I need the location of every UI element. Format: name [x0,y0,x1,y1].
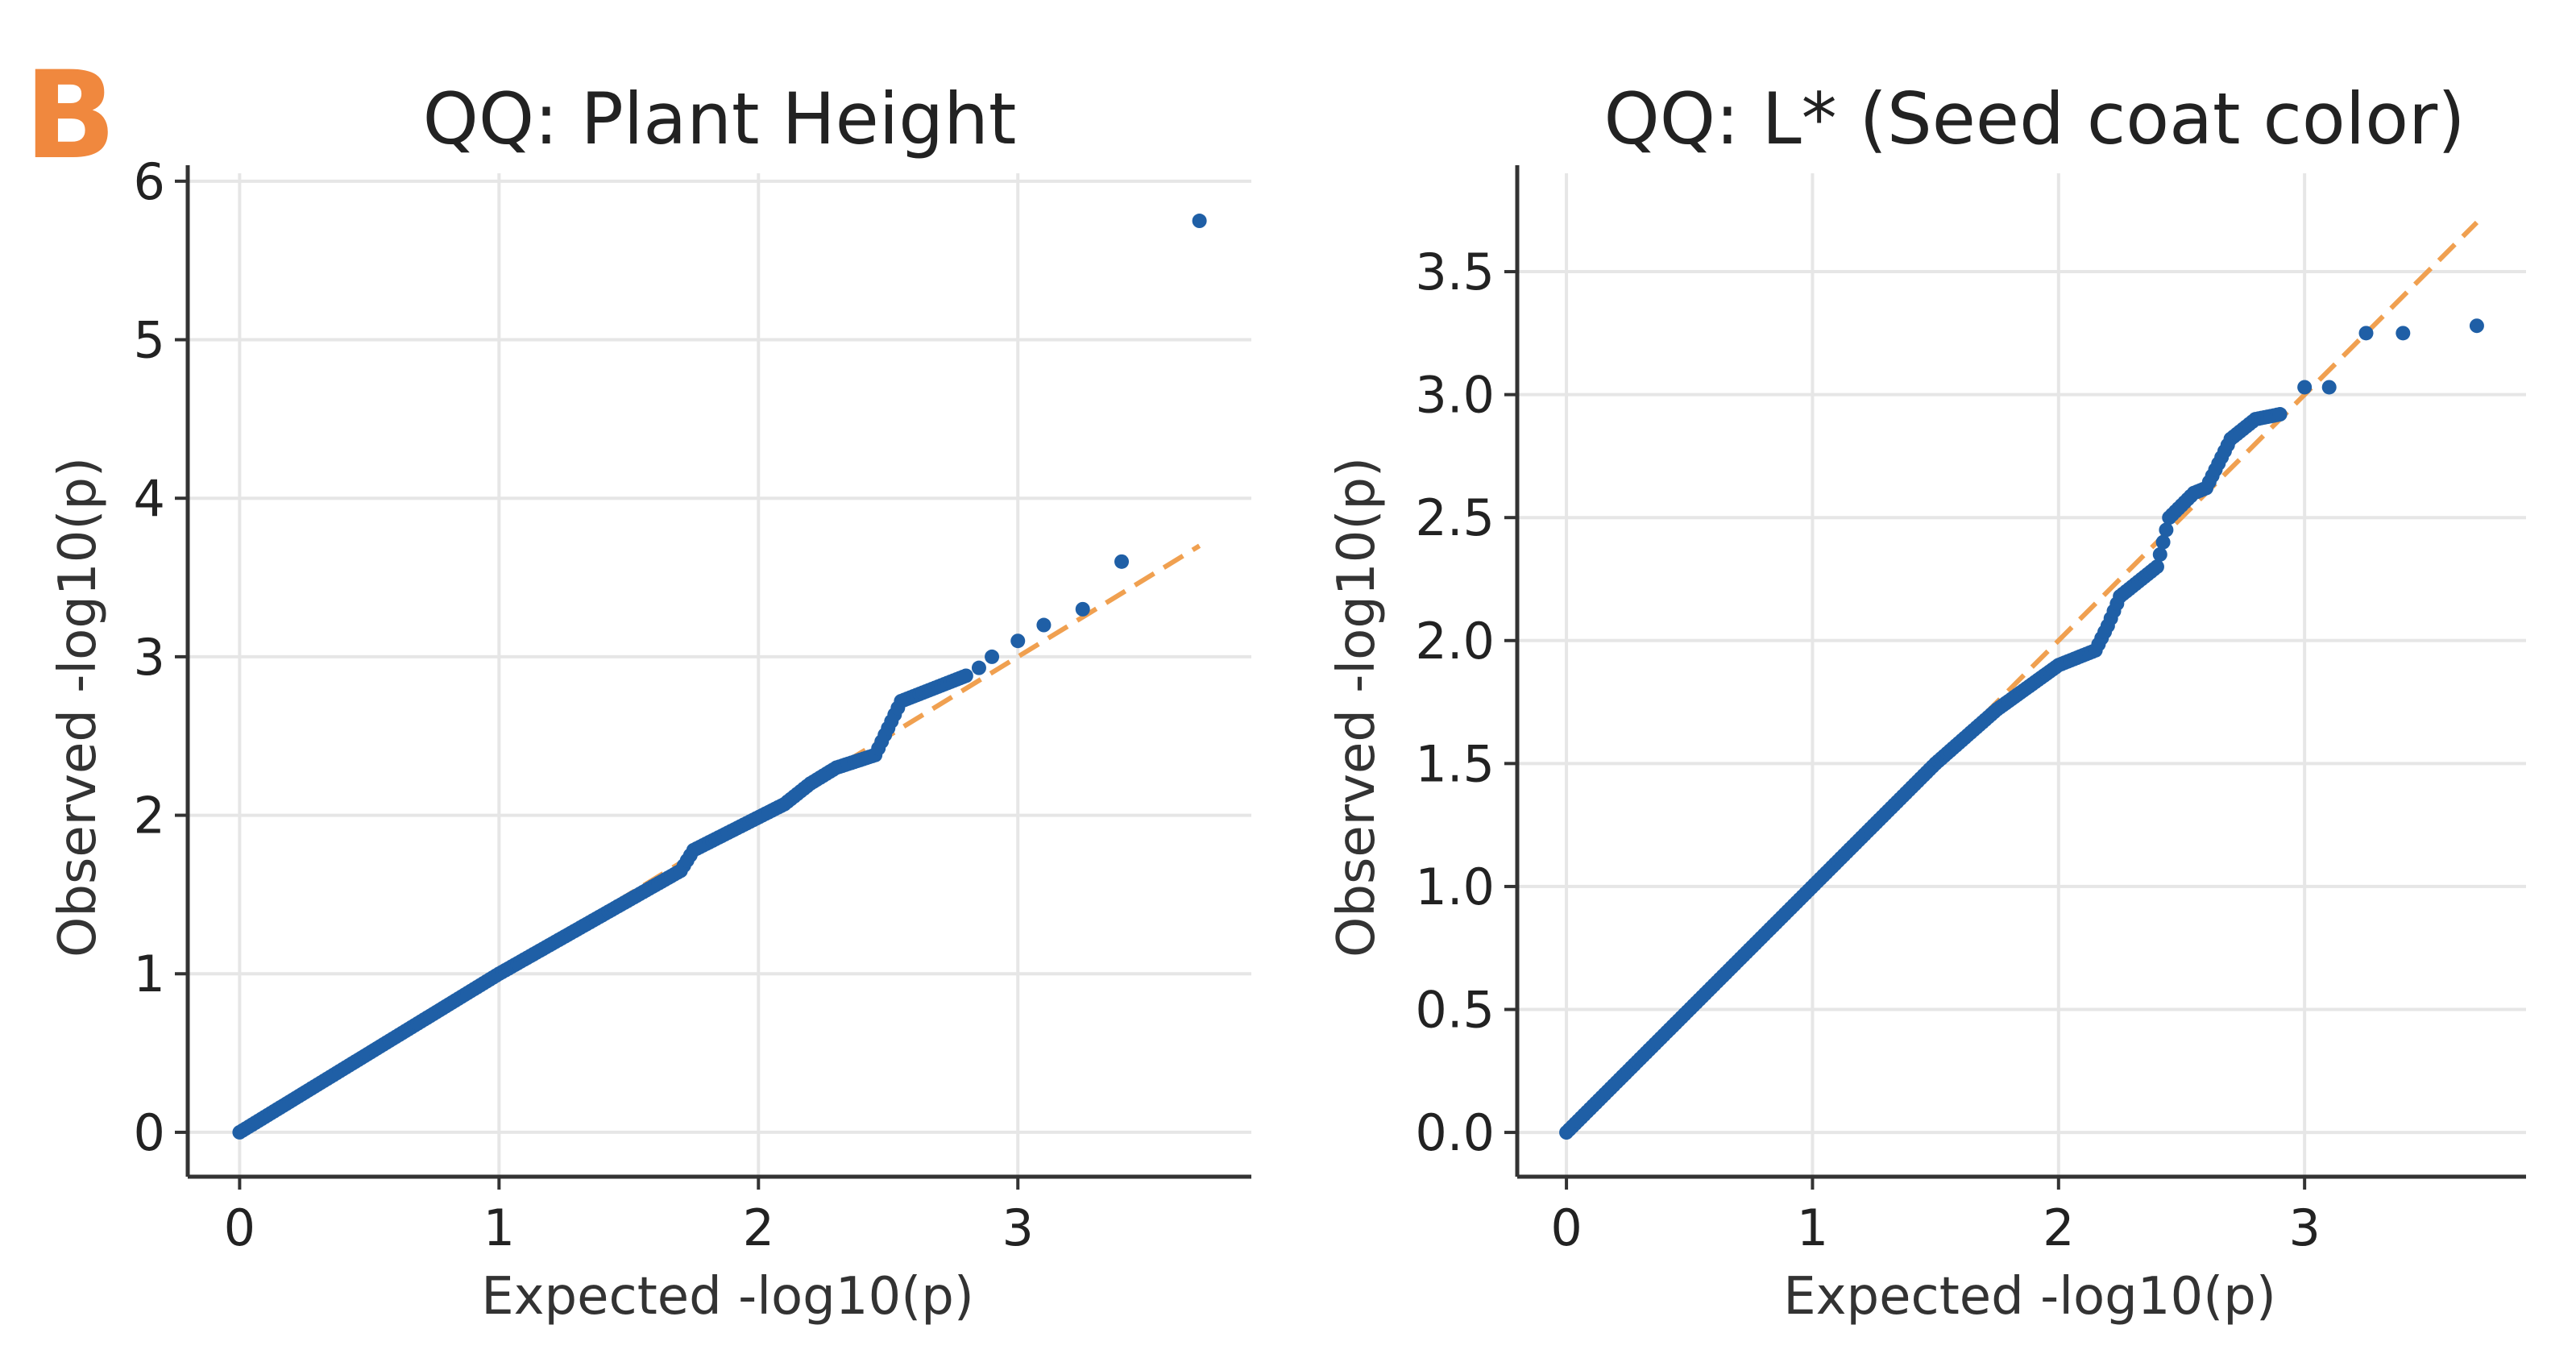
x-tick-label: 3 [2288,1198,2320,1257]
y-tick-label: 2.5 [1415,488,1495,547]
data-point [1010,633,1026,649]
y-tick-label: 2 [134,787,165,845]
data-point [1075,601,1090,617]
x-tick-label: 0 [1550,1198,1582,1257]
x-axis-label: Expected -log10(p) [481,1267,974,1327]
y-tick-label: 6 [134,152,165,211]
chart-title: QQ: L* (Seed coat color) [1603,77,2465,160]
y-tick-label: 3.0 [1415,366,1495,425]
y-tick-label: 1.5 [1415,734,1495,793]
data-point [2297,380,2313,395]
y-tick-label: 0.5 [1415,981,1495,1040]
y-tick-label: 0 [134,1103,165,1162]
data-point [2159,522,2174,538]
x-tick-label: 1 [483,1198,515,1257]
data-point [2149,559,2164,575]
y-tick-label: 5 [134,311,165,370]
x-tick-label: 1 [1797,1198,1828,1257]
data-point [2321,380,2337,395]
data-point [2358,326,2374,341]
x-tick-label: 3 [1002,1198,1034,1257]
x-tick-label: 2 [2043,1198,2074,1257]
y-tick-label: 3.5 [1415,243,1495,301]
data-point [2152,546,2167,562]
data-point [2396,326,2411,341]
data-point [1114,554,1130,569]
data-point [985,649,1000,664]
x-tick-label: 2 [743,1198,774,1257]
y-tick-label: 2.0 [1415,612,1495,671]
x-axis-label: Expected -log10(p) [1783,1267,2276,1327]
y-axis-label: Observed -log10(p) [48,457,108,957]
data-point [1036,617,1052,633]
y-axis-label: Observed -log10(p) [1327,457,1387,957]
y-tick-label: 1.0 [1415,858,1495,916]
y-tick-label: 4 [134,469,165,528]
data-point [2469,318,2484,334]
qq-plant-height-chart: 0 1 2 3 0 1 2 3 4 5 6 QQ: Plant Height Expected -log… [48,77,1251,1327]
x-tick-label: 0 [224,1198,255,1257]
qq-seed-coat-color-chart: 0 1 2 3 0.0 0.5 1.0 1.5 2.0 2.5 3.0 3.5 QQ: L* (Seed… [1327,77,2526,1327]
data-point [2155,534,2171,550]
chart-title: QQ: Plant Height [423,77,1017,160]
y-tick-label: 3 [134,628,165,687]
panel-label: B [24,46,116,186]
data-point [971,660,986,675]
data-point [2272,407,2288,422]
y-tick-label: 0.0 [1415,1103,1495,1162]
data-point [1192,214,1207,229]
y-tick-label: 1 [134,945,165,1003]
reference-line [1958,220,2479,741]
data-point [958,668,973,683]
